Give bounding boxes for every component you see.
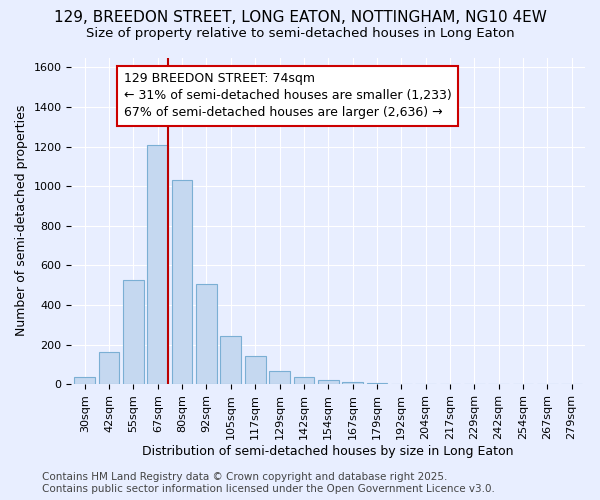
Bar <box>367 382 387 384</box>
Bar <box>172 180 193 384</box>
Bar <box>245 356 266 384</box>
Bar <box>196 284 217 384</box>
Bar <box>293 377 314 384</box>
Text: 129, BREEDON STREET, LONG EATON, NOTTINGHAM, NG10 4EW: 129, BREEDON STREET, LONG EATON, NOTTING… <box>53 10 547 25</box>
Text: Contains HM Land Registry data © Crown copyright and database right 2025.
Contai: Contains HM Land Registry data © Crown c… <box>42 472 495 494</box>
Y-axis label: Number of semi-detached properties: Number of semi-detached properties <box>15 105 28 336</box>
Bar <box>123 280 144 384</box>
Bar <box>318 380 338 384</box>
Bar <box>269 371 290 384</box>
Bar <box>220 336 241 384</box>
Text: 129 BREEDON STREET: 74sqm
← 31% of semi-detached houses are smaller (1,233)
67% : 129 BREEDON STREET: 74sqm ← 31% of semi-… <box>124 72 451 120</box>
Text: Size of property relative to semi-detached houses in Long Eaton: Size of property relative to semi-detach… <box>86 28 514 40</box>
X-axis label: Distribution of semi-detached houses by size in Long Eaton: Distribution of semi-detached houses by … <box>142 444 514 458</box>
Bar <box>74 377 95 384</box>
Bar <box>148 144 168 384</box>
Bar <box>99 352 119 384</box>
Bar <box>342 382 363 384</box>
